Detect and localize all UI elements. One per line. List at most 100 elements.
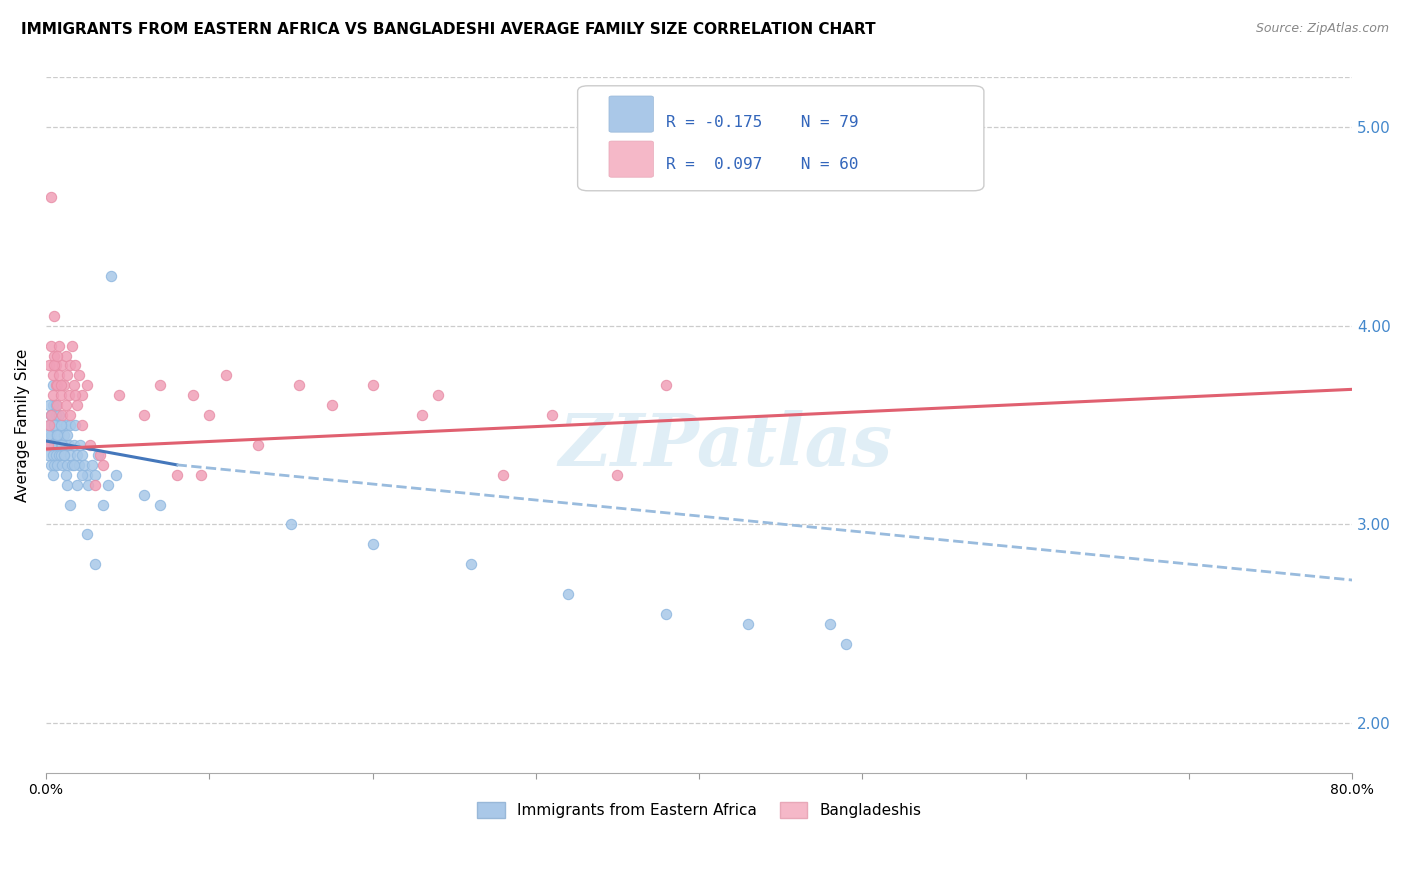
Point bbox=[87, 448, 110, 462]
Point bbox=[39, 408, 62, 422]
Point bbox=[38, 418, 60, 433]
Point bbox=[52, 378, 75, 392]
Point bbox=[37, 438, 59, 452]
Point bbox=[52, 448, 75, 462]
Point bbox=[62, 438, 84, 452]
Point bbox=[166, 467, 188, 482]
Point bbox=[655, 607, 678, 621]
Point bbox=[39, 408, 62, 422]
Point bbox=[214, 368, 236, 383]
FancyBboxPatch shape bbox=[609, 96, 654, 132]
Point bbox=[44, 458, 66, 472]
Point bbox=[492, 467, 515, 482]
Point bbox=[41, 378, 63, 392]
Point bbox=[41, 368, 63, 383]
Point bbox=[70, 418, 93, 433]
Point bbox=[62, 378, 84, 392]
Point bbox=[55, 398, 77, 412]
Point bbox=[55, 467, 77, 482]
Point bbox=[100, 269, 122, 284]
Point bbox=[45, 408, 67, 422]
Point bbox=[59, 408, 82, 422]
Point bbox=[48, 428, 70, 442]
Point bbox=[49, 378, 72, 392]
Point bbox=[44, 349, 66, 363]
Point bbox=[51, 359, 73, 373]
Point bbox=[56, 477, 79, 491]
Legend: Immigrants from Eastern Africa, Bangladeshis: Immigrants from Eastern Africa, Banglade… bbox=[471, 796, 928, 824]
Point bbox=[60, 458, 83, 472]
Point bbox=[48, 338, 70, 352]
Point bbox=[76, 527, 98, 541]
Point bbox=[39, 428, 62, 442]
Point bbox=[38, 359, 60, 373]
Point bbox=[38, 398, 60, 412]
Point bbox=[70, 448, 93, 462]
Point bbox=[181, 388, 204, 402]
Point bbox=[37, 448, 59, 462]
Point bbox=[49, 388, 72, 402]
Point bbox=[37, 428, 59, 442]
Point bbox=[97, 477, 120, 491]
Point bbox=[48, 408, 70, 422]
Point bbox=[91, 498, 114, 512]
Point bbox=[541, 408, 564, 422]
Point bbox=[58, 438, 80, 452]
Point bbox=[460, 557, 482, 571]
Point bbox=[70, 388, 93, 402]
Point bbox=[280, 517, 302, 532]
Point bbox=[44, 438, 66, 452]
Text: R =  0.097    N = 60: R = 0.097 N = 60 bbox=[666, 157, 859, 172]
Point bbox=[69, 438, 91, 452]
Point bbox=[132, 408, 155, 422]
Text: ZIPatlas: ZIPatlas bbox=[558, 410, 893, 482]
Point bbox=[59, 448, 82, 462]
FancyBboxPatch shape bbox=[578, 86, 984, 191]
Point bbox=[45, 428, 67, 442]
Point bbox=[51, 438, 73, 452]
Point bbox=[66, 398, 89, 412]
Point bbox=[44, 359, 66, 373]
Point bbox=[56, 368, 79, 383]
Point bbox=[80, 458, 103, 472]
Point bbox=[606, 467, 628, 482]
Point bbox=[361, 378, 384, 392]
Point bbox=[321, 398, 343, 412]
Point bbox=[77, 477, 100, 491]
Point bbox=[51, 408, 73, 422]
Point bbox=[38, 438, 60, 452]
Point bbox=[46, 438, 69, 452]
Point bbox=[65, 359, 87, 373]
Point bbox=[39, 458, 62, 472]
Point bbox=[411, 408, 433, 422]
Y-axis label: Average Family Size: Average Family Size bbox=[15, 349, 30, 502]
Point bbox=[288, 378, 311, 392]
Point bbox=[46, 378, 69, 392]
Point bbox=[76, 467, 98, 482]
Point bbox=[39, 189, 62, 203]
Point bbox=[46, 418, 69, 433]
Point bbox=[39, 338, 62, 352]
Point bbox=[737, 616, 759, 631]
Point bbox=[55, 349, 77, 363]
Point bbox=[46, 428, 69, 442]
Point bbox=[67, 368, 90, 383]
Point bbox=[45, 359, 67, 373]
Point bbox=[41, 448, 63, 462]
Point bbox=[60, 338, 83, 352]
FancyBboxPatch shape bbox=[609, 141, 654, 178]
Point bbox=[45, 378, 67, 392]
Point bbox=[66, 477, 89, 491]
Point bbox=[45, 398, 67, 412]
Point bbox=[105, 467, 128, 482]
Point bbox=[79, 438, 101, 452]
Point bbox=[44, 309, 66, 323]
Point bbox=[84, 477, 107, 491]
Point bbox=[62, 458, 84, 472]
Point bbox=[41, 467, 63, 482]
Point bbox=[65, 418, 87, 433]
Point bbox=[91, 458, 114, 472]
Point bbox=[41, 388, 63, 402]
Point bbox=[58, 388, 80, 402]
Point bbox=[48, 448, 70, 462]
